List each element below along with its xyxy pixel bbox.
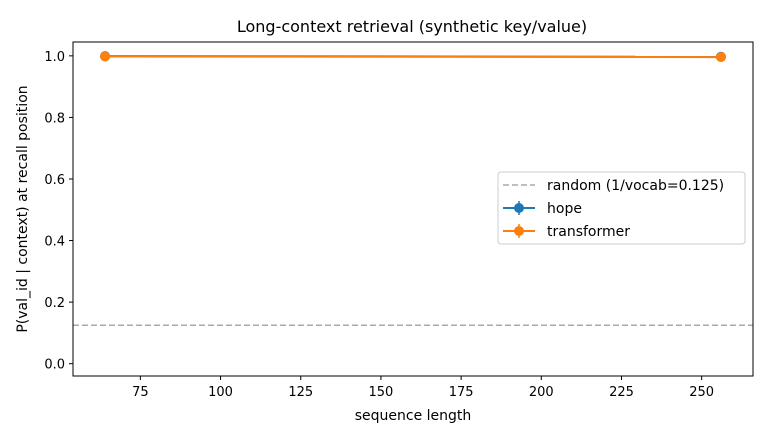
legend: random (1/vocab=0.125) hope transformer [497, 171, 746, 245]
series-transformer [100, 51, 726, 63]
y-axis: 0.0 0.2 0.4 0.6 0.8 1.0 [44, 50, 73, 373]
legend-marker-hope [514, 203, 524, 213]
x-axis: 75 100 125 150 175 200 225 250 [132, 376, 714, 400]
plot-frame [72, 41, 754, 377]
y-tick-label: 0.4 [44, 235, 65, 250]
plot-area [73, 51, 753, 326]
x-axis-label: sequence length [355, 408, 472, 424]
chart-title: Long-context retrieval (synthetic key/va… [237, 17, 587, 36]
x-tick-label: 150 [369, 385, 394, 400]
x-tick-label: 225 [609, 385, 634, 400]
x-tick-label: 250 [689, 385, 714, 400]
x-tick-label: 100 [208, 385, 233, 400]
y-tick-label: 0.8 [44, 111, 65, 126]
data-point-transformer [715, 52, 726, 63]
x-tick-label: 75 [132, 385, 149, 400]
y-axis-label: P(val_id | context) at recall position [15, 85, 31, 332]
x-tick-label: 175 [449, 385, 474, 400]
legend-label-transformer: transformer [547, 224, 630, 240]
y-tick-label: 0.0 [44, 358, 65, 373]
data-point-transformer [100, 51, 111, 62]
series-line-transformer [105, 55, 721, 59]
legend-label-random: random (1/vocab=0.125) [547, 178, 724, 194]
x-tick-label: 125 [288, 385, 313, 400]
legend-box [497, 171, 746, 245]
y-tick-label: 0.2 [44, 296, 65, 311]
legend-marker-transformer [514, 226, 524, 236]
y-tick-label: 1.0 [44, 50, 65, 65]
x-tick-label: 200 [529, 385, 554, 400]
legend-label-hope: hope [547, 201, 582, 217]
y-tick-label: 0.6 [44, 173, 65, 188]
